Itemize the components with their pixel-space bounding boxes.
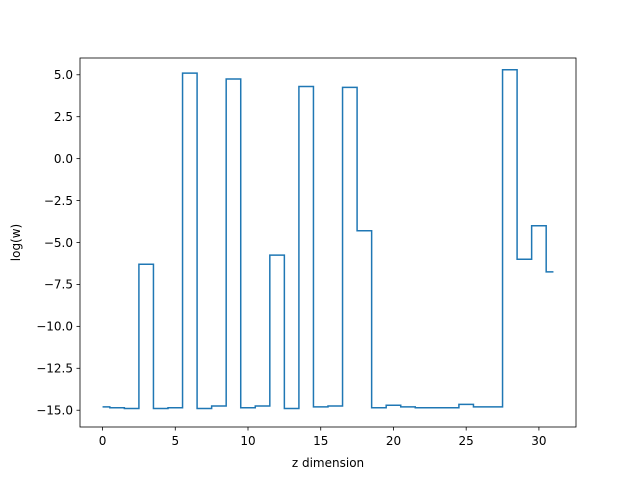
y-tick-label: −2.5: [44, 194, 73, 208]
y-tick-label: 5.0: [54, 68, 73, 82]
x-tick-label: 30: [531, 434, 546, 448]
y-axis: 5.0 2.5 0.0 −2.5 −5.0 −7.5 −10.0 −12.5 −15.0: [36, 68, 80, 418]
x-tick-label: 25: [459, 434, 474, 448]
y-tick-label: −10.0: [36, 320, 73, 334]
x-tick-label: 0: [99, 434, 107, 448]
y-tick-label: −7.5: [44, 278, 73, 292]
y-tick-label: 2.5: [54, 110, 73, 124]
x-tick-label: 15: [313, 434, 328, 448]
x-tick-label: 20: [386, 434, 401, 448]
y-tick-label: −5.0: [44, 236, 73, 250]
series-line: [102, 68, 554, 410]
y-tick-label: −15.0: [36, 404, 73, 418]
axes-frame: [79, 57, 577, 428]
y-axis-label: log(w): [9, 224, 23, 261]
x-tick-label: 10: [240, 434, 255, 448]
x-axis: 0 5 10 15 20 25 30: [99, 427, 547, 448]
y-tick-label: 0.0: [54, 152, 73, 166]
x-axis-label: z dimension: [292, 456, 364, 470]
y-tick-label: −12.5: [36, 362, 73, 376]
x-tick-label: 5: [171, 434, 179, 448]
